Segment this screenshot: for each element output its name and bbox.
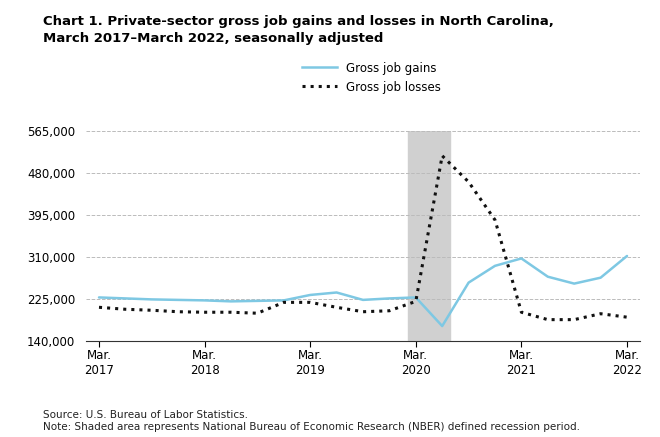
- Bar: [408, 131, 450, 341]
- Legend: Gross job gains, Gross job losses: Gross job gains, Gross job losses: [297, 57, 446, 99]
- Text: Chart 1. Private-sector gross job gains and losses in North Carolina,
March 2017: Chart 1. Private-sector gross job gains …: [43, 15, 554, 45]
- Text: Source: U.S. Bureau of Labor Statistics.
Note: Shaded area represents National B: Source: U.S. Bureau of Labor Statistics.…: [43, 410, 580, 432]
